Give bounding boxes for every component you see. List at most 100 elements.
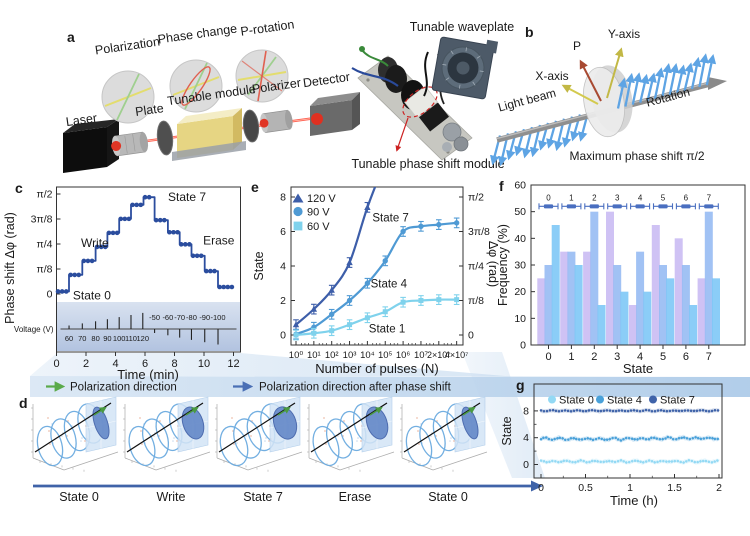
e-ytick-left: 0 — [280, 330, 286, 342]
f-ytick-label: 40 — [514, 233, 526, 245]
c-ytick-label: π/2 — [36, 189, 52, 201]
panel-letter-e: e — [251, 179, 259, 195]
c-ytick-label: 3π/8 — [31, 214, 53, 226]
panel-a: a — [63, 17, 514, 173]
c-ylabel: Phase shift Δφ (rad) — [3, 212, 17, 324]
helix-ellipse — [312, 425, 340, 467]
d-sequence-label: State 7 — [243, 490, 283, 504]
e-xtick-label: 10³ — [343, 350, 357, 361]
e-annotation: State 4 — [371, 278, 408, 290]
f-bar-state3 — [620, 291, 629, 345]
pol-arrow-up — [705, 53, 717, 86]
pol-direction-arrow — [277, 406, 291, 416]
label-detector: Detector — [302, 70, 351, 90]
f-xtick-label: 4 — [637, 351, 643, 363]
e-ytick-right: π/4 — [468, 261, 484, 273]
g-frame — [533, 383, 723, 479]
f-ytick-label: 20 — [514, 286, 526, 298]
c-xtick-label: 0 — [53, 358, 59, 370]
e-annotation: State 1 — [369, 323, 405, 335]
f-bar-state2 — [583, 251, 592, 345]
pol-arrow-up — [690, 56, 702, 90]
e-legend-label: 120 V — [307, 193, 336, 205]
e-ytick-right: π/8 — [468, 295, 484, 307]
f-bar-state5 — [651, 225, 660, 345]
pol-arrow-up — [653, 67, 665, 99]
d-sequence-label: Erase — [339, 490, 372, 504]
f-bar-state0 — [544, 265, 553, 345]
propagation-axis — [310, 402, 388, 453]
panel-letter-f: f — [499, 178, 504, 194]
c-annotation: Erase — [203, 234, 235, 248]
voltage-up-label: 80 — [91, 334, 99, 343]
label-y-axis: Y-axis — [608, 27, 640, 41]
c-ytick-label: 0 — [47, 289, 53, 301]
f-bar-state6 — [674, 238, 683, 345]
phase-change-circle — [169, 59, 223, 113]
helix-ellipse — [50, 418, 77, 459]
c-ytick-label: π/8 — [36, 264, 52, 276]
pol-3d-plot-1 — [123, 396, 211, 472]
f-xtick-label: 5 — [660, 351, 666, 363]
label-light-beam: Light beam — [496, 86, 557, 115]
f-state-number: 0 — [546, 193, 551, 202]
lens-mount-1 — [111, 131, 149, 157]
f-bar-state4 — [628, 305, 637, 345]
polarization-ellipse — [181, 406, 205, 440]
polarization-circle — [101, 70, 155, 124]
funnel-c-to-d — [30, 353, 505, 376]
polarizer-disk — [242, 109, 260, 143]
pol-direction-arrow — [93, 406, 107, 416]
f-xtick-label: 0 — [545, 351, 551, 363]
f-bar-state0 — [551, 225, 560, 345]
c-xtick-label: 12 — [227, 358, 239, 370]
f-state-number: 6 — [684, 193, 689, 202]
f-ytick-label: 30 — [514, 260, 526, 272]
f-bar-state4 — [643, 291, 652, 345]
f-state-number: 7 — [707, 193, 712, 202]
pol-3d-plot-2 — [215, 396, 303, 472]
voltage-up-label: 70 — [78, 334, 86, 343]
voltage-down-label: -90 — [199, 313, 210, 322]
voltage-down-label: -100 — [211, 313, 226, 322]
f-ytick-label: 50 — [514, 206, 526, 218]
propagation-axis — [34, 402, 112, 453]
g-series-State0 — [539, 458, 721, 465]
background-flares — [30, 352, 750, 478]
f-state-number: 4 — [638, 193, 643, 202]
c-xtick-label: 6 — [142, 358, 148, 370]
voltage-down-label: -60 — [162, 313, 173, 322]
e-ytick-right: π/2 — [468, 192, 484, 204]
d-sequence-label: Write — [157, 490, 186, 504]
legend-band-d — [30, 376, 750, 397]
pol-arrow-up — [683, 62, 694, 92]
legend-polarization-after: Polarization direction after phase shift — [259, 382, 452, 394]
e-ytick-left: 8 — [280, 192, 286, 204]
pol-arrow-up — [668, 63, 680, 96]
voltage-up-label: 60 — [65, 334, 73, 343]
c-xtick-label: 8 — [171, 358, 177, 370]
f-xlabel: State — [623, 361, 653, 376]
f-bar-state5 — [666, 278, 675, 345]
pol-direction-arrow — [462, 406, 476, 416]
g-legend-label: State 0 — [559, 395, 594, 407]
g-xtick-label: 1 — [627, 482, 633, 494]
e-xtick-label: 10⁷ — [414, 350, 429, 361]
propagation-axis — [403, 402, 481, 453]
helix-ellipse — [36, 425, 64, 467]
e-xtick-label: 10¹ — [307, 350, 321, 361]
voltage-down-label: -50 — [149, 313, 160, 322]
panel-b: b P Y-axis X-axis Light beam Rotation Ma… — [490, 24, 727, 167]
pol-3d-plot-0 — [31, 396, 119, 472]
f-bar-state4 — [636, 251, 645, 345]
c-ytick-label: π/4 — [36, 239, 52, 251]
label-p-rotation: P-rotation — [240, 17, 296, 38]
c-xlabel: Time (min) — [117, 367, 179, 382]
rod-tip — [708, 77, 727, 90]
rotated-polarization-arrows — [616, 53, 717, 109]
g-legend-dot — [649, 395, 657, 404]
f-ytick-label: 60 — [514, 180, 526, 192]
d-sequence-label: State 0 — [59, 490, 99, 504]
panel-c-chart: Voltage (V)60 70 80 90 100 110 120-50 -60 -70 -80… — [3, 186, 241, 382]
e-legend-label: 60 V — [307, 221, 330, 233]
